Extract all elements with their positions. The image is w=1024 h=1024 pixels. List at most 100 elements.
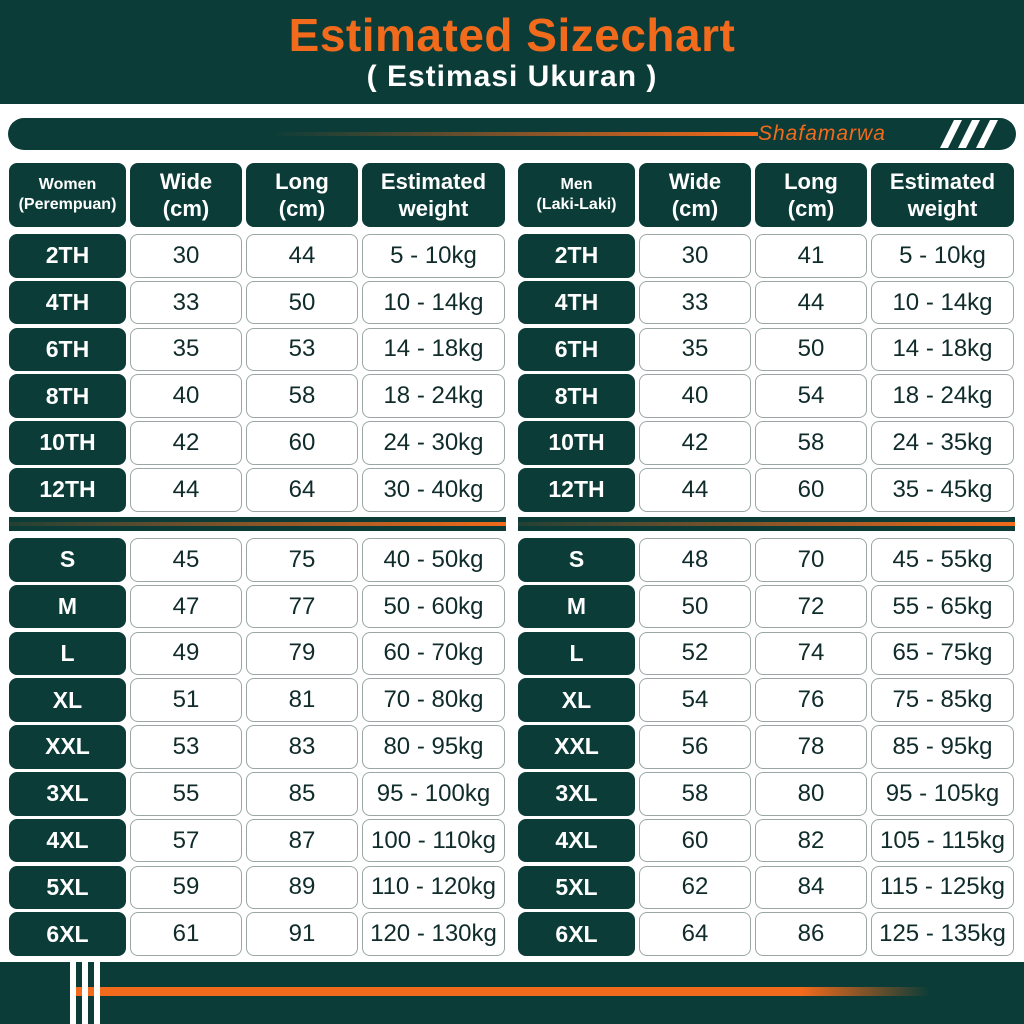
wide-label: Wide <box>159 168 213 194</box>
long-value-cell: 44 <box>755 280 867 325</box>
wide-value-cell: 33 <box>130 280 242 325</box>
size-label-cell: S <box>9 538 126 582</box>
weight-value-cell: 35 - 45kg <box>871 468 1014 512</box>
weight-value-cell: 55 - 65kg <box>871 584 1014 629</box>
header-cell-weight: Estimated weight <box>871 163 1014 227</box>
wide-value-cell: 61 <box>130 912 242 956</box>
wide-value-cell: 40 <box>130 374 242 418</box>
wide-value-cell: 42 <box>639 421 751 465</box>
weight-value-cell: 40 - 50kg <box>362 538 505 582</box>
wide-value-cell: 48 <box>639 538 751 582</box>
wide-value-cell: 51 <box>130 678 242 722</box>
long-value-cell: 41 <box>755 234 867 278</box>
wide-value-cell: 56 <box>639 725 751 769</box>
long-unit-label: (cm) <box>787 196 835 221</box>
brand-name: Shafamarwa <box>758 122 886 145</box>
weight-value-cell: 14 - 18kg <box>871 327 1014 372</box>
long-label: Long <box>275 168 329 194</box>
weight-value-cell: 18 - 24kg <box>871 374 1014 418</box>
weight-value-cell: 70 - 80kg <box>362 678 505 722</box>
wide-value-cell: 64 <box>639 912 751 956</box>
size-label-cell: 12TH <box>9 468 126 512</box>
weight-value-cell: 14 - 18kg <box>362 327 505 372</box>
size-label-cell: L <box>9 631 126 676</box>
size-label-cell: 10TH <box>518 421 635 465</box>
wide-value-cell: 35 <box>130 327 242 372</box>
divider-stripe <box>9 522 506 526</box>
wide-value-cell: 45 <box>130 538 242 582</box>
weight-value-cell: 50 - 60kg <box>362 584 505 629</box>
long-value-cell: 81 <box>246 678 358 722</box>
header-cell-gender: Men (Laki-Laki) <box>518 163 635 227</box>
long-value-cell: 79 <box>246 631 358 676</box>
long-value-cell: 64 <box>246 468 358 512</box>
long-value-cell: 54 <box>755 374 867 418</box>
long-value-cell: 89 <box>246 865 358 910</box>
size-label-cell: XXL <box>518 725 635 769</box>
wide-value-cell: 30 <box>130 234 242 278</box>
weight-value-cell: 115 - 125kg <box>871 865 1014 910</box>
header-cell-long: Long (cm) <box>246 163 358 227</box>
size-label-cell: 6XL <box>518 912 635 956</box>
wide-value-cell: 44 <box>639 468 751 512</box>
long-value-cell: 58 <box>246 374 358 418</box>
size-label-cell: 12TH <box>518 468 635 512</box>
weight-value-cell: 45 - 55kg <box>871 538 1014 582</box>
long-unit-label: (cm) <box>278 196 326 221</box>
wide-value-cell: 30 <box>639 234 751 278</box>
wide-value-cell: 47 <box>130 584 242 629</box>
long-value-cell: 58 <box>755 421 867 465</box>
size-label-cell: 4TH <box>9 280 126 325</box>
weight-value-cell: 100 - 110kg <box>362 818 505 863</box>
footer-stripe <box>70 987 930 996</box>
long-value-cell: 82 <box>755 818 867 863</box>
weight-sub-label: weight <box>907 196 978 221</box>
header-cell-wide: Wide (cm) <box>639 163 751 227</box>
page-title: Estimated Sizechart <box>288 9 736 61</box>
long-value-cell: 76 <box>755 678 867 722</box>
weight-value-cell: 18 - 24kg <box>362 374 505 418</box>
long-value-cell: 70 <box>755 538 867 582</box>
long-value-cell: 44 <box>246 234 358 278</box>
long-value-cell: 75 <box>246 538 358 582</box>
long-value-cell: 85 <box>246 772 358 816</box>
weight-value-cell: 95 - 100kg <box>362 772 505 816</box>
brand-stripe <box>268 132 758 136</box>
divider-stripe <box>518 522 1015 526</box>
size-label-cell: 3XL <box>518 772 635 816</box>
size-label-cell: 2TH <box>9 234 126 278</box>
size-label-cell: 4TH <box>518 280 635 325</box>
brand-bar: Shafamarwa <box>8 118 1016 150</box>
wide-value-cell: 58 <box>639 772 751 816</box>
long-value-cell: 77 <box>246 584 358 629</box>
footer-bar-mark <box>70 962 76 1024</box>
size-label-cell: XXL <box>9 725 126 769</box>
wide-value-cell: 52 <box>639 631 751 676</box>
weight-value-cell: 105 - 115kg <box>871 818 1014 863</box>
size-label-cell: 10TH <box>9 421 126 465</box>
footer-bar-mark <box>82 962 88 1024</box>
long-value-cell: 86 <box>755 912 867 956</box>
long-value-cell: 87 <box>246 818 358 863</box>
slash-marks-icon <box>940 120 998 148</box>
weight-value-cell: 85 - 95kg <box>871 725 1014 769</box>
long-value-cell: 60 <box>755 468 867 512</box>
long-value-cell: 60 <box>246 421 358 465</box>
weight-value-cell: 60 - 70kg <box>362 631 505 676</box>
weight-value-cell: 120 - 130kg <box>362 912 505 956</box>
gender-label: Men <box>560 176 593 193</box>
wide-value-cell: 42 <box>130 421 242 465</box>
wide-value-cell: 55 <box>130 772 242 816</box>
long-value-cell: 84 <box>755 865 867 910</box>
header-cell-long: Long (cm) <box>755 163 867 227</box>
wide-value-cell: 62 <box>639 865 751 910</box>
weight-value-cell: 125 - 135kg <box>871 912 1014 956</box>
footer-bar <box>0 962 1024 1024</box>
wide-value-cell: 57 <box>130 818 242 863</box>
long-value-cell: 50 <box>246 280 358 325</box>
wide-value-cell: 50 <box>639 584 751 629</box>
header-cell-gender: Women (Perempuan) <box>9 163 126 227</box>
long-value-cell: 83 <box>246 725 358 769</box>
wide-unit-label: (cm) <box>162 196 210 221</box>
header: Estimated Sizechart ( Estimasi Ukuran ) <box>0 0 1024 104</box>
